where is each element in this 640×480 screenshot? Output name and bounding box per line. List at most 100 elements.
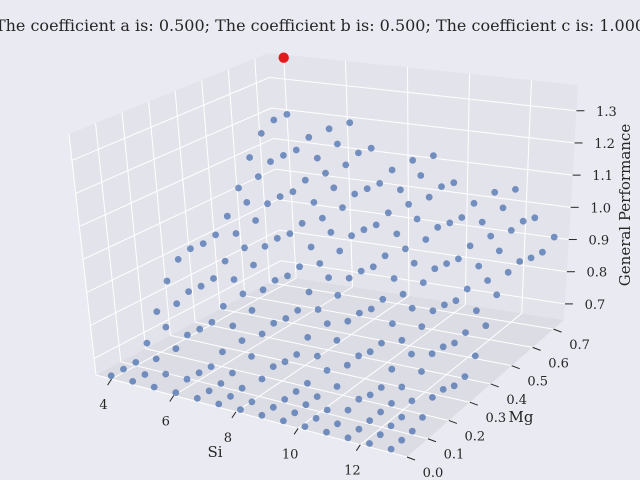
data-point — [413, 215, 421, 223]
data-point — [227, 393, 234, 400]
z-gridline — [75, 107, 272, 194]
data-point — [281, 396, 289, 403]
data-point — [261, 243, 269, 250]
data-point — [491, 188, 499, 196]
data-point — [388, 166, 396, 174]
y-tick-label: 0.1 — [444, 448, 465, 463]
data-point — [408, 304, 416, 312]
data-point — [273, 234, 281, 242]
data-point — [428, 350, 436, 358]
data-point — [269, 403, 277, 411]
data-point — [323, 320, 331, 327]
data-point — [429, 307, 437, 315]
z-gridline — [79, 138, 274, 227]
data-point — [388, 365, 396, 373]
data-point — [230, 276, 238, 283]
data-point — [462, 329, 469, 336]
y-gridline — [227, 69, 246, 296]
x-gridline — [173, 286, 353, 396]
y-gridline — [174, 90, 196, 323]
data-point — [323, 428, 330, 436]
data-point — [312, 414, 320, 422]
data-point — [205, 387, 213, 395]
data-point — [539, 248, 546, 256]
data-point — [355, 352, 362, 360]
data-point — [363, 185, 371, 193]
data-point — [298, 219, 306, 227]
y-tick-label: 0.0 — [423, 466, 444, 480]
data-point — [398, 436, 406, 444]
data-point — [325, 125, 333, 133]
data-point — [330, 184, 338, 192]
data-point — [369, 263, 377, 271]
y-gridline — [219, 308, 512, 367]
data-point — [173, 300, 181, 308]
data-point — [527, 254, 535, 262]
data-point — [313, 393, 321, 400]
data-point — [232, 230, 240, 237]
data-point — [323, 406, 331, 414]
data-point — [344, 434, 352, 442]
data-point — [248, 398, 256, 406]
z-gridline — [90, 229, 280, 326]
data-point — [195, 369, 203, 377]
y-gridline — [244, 295, 533, 348]
y-tick-label: 0.5 — [527, 375, 548, 390]
z-gridline — [86, 199, 278, 293]
data-point — [301, 423, 309, 430]
data-point — [397, 186, 404, 194]
data-point — [409, 156, 417, 164]
z-gridline — [277, 199, 569, 241]
data-point — [333, 383, 341, 390]
z-gridline — [271, 107, 575, 144]
data-point — [376, 431, 384, 439]
data-point — [310, 199, 318, 206]
chart-title: The coefficient a is: 0.500; The coeffic… — [0, 16, 640, 35]
data-point — [507, 227, 515, 234]
data-point — [446, 219, 454, 227]
data-point — [132, 359, 140, 366]
data-point — [419, 279, 427, 286]
x-tick-label-mark — [169, 395, 175, 402]
data-point — [342, 161, 350, 169]
data-point — [366, 440, 373, 447]
data-point — [345, 274, 353, 282]
data-point — [334, 140, 341, 148]
z-gridline — [269, 76, 577, 112]
y-tick-label-mark — [511, 365, 520, 370]
y-tick-label: 0.6 — [548, 356, 569, 371]
data-point — [439, 343, 447, 351]
x-gridline — [235, 295, 410, 413]
data-point — [185, 288, 193, 295]
data-point — [193, 394, 201, 402]
z-gridline — [82, 168, 276, 260]
data-point — [360, 226, 368, 234]
data-point — [223, 212, 231, 220]
data-point — [219, 348, 226, 356]
data-point — [267, 158, 274, 166]
data-point — [334, 291, 342, 299]
data-point — [301, 176, 309, 184]
data-points — [107, 52, 558, 453]
data-point — [450, 382, 458, 390]
data-point — [452, 297, 460, 305]
data-point — [466, 242, 474, 250]
data-point — [430, 152, 437, 160]
data-point — [197, 282, 205, 290]
x-tick-label-mark — [107, 378, 112, 386]
data-point — [307, 243, 315, 251]
data-point — [405, 200, 412, 208]
data-point — [398, 336, 406, 344]
data-point — [334, 420, 341, 428]
data-point — [387, 445, 395, 453]
data-point — [294, 307, 302, 314]
data-point — [219, 302, 227, 310]
data-point — [292, 388, 300, 395]
data-point — [367, 305, 375, 313]
data-point — [355, 395, 363, 403]
data-point — [184, 331, 191, 339]
data-point — [473, 307, 480, 315]
